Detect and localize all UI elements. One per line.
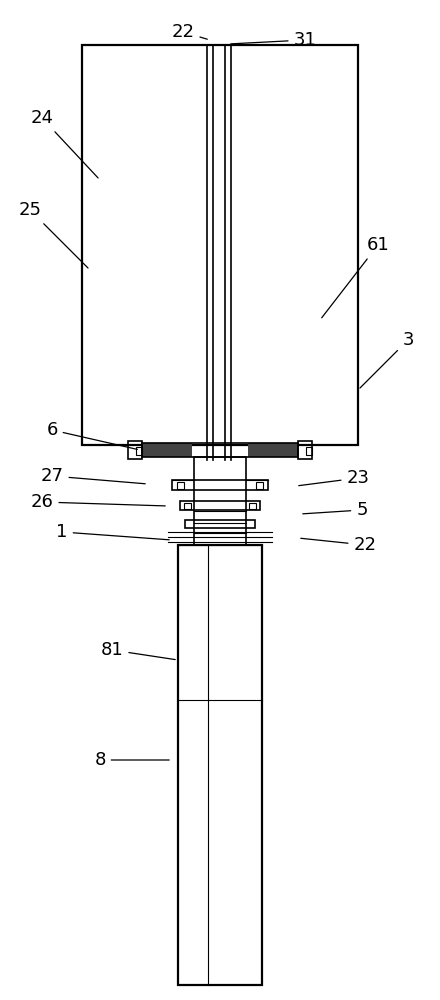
- Text: 27: 27: [40, 467, 145, 485]
- Bar: [82, 45, 358, 445]
- Bar: [142, 443, 192, 457]
- Bar: [185, 520, 255, 528]
- Text: 3: 3: [360, 331, 414, 388]
- Bar: [194, 457, 246, 545]
- Text: 26: 26: [30, 493, 165, 511]
- Bar: [172, 480, 268, 490]
- Bar: [298, 441, 312, 459]
- Text: 81: 81: [101, 641, 175, 660]
- Bar: [248, 443, 298, 457]
- Text: 31: 31: [231, 31, 316, 49]
- Bar: [180, 501, 260, 510]
- Text: 5: 5: [303, 501, 368, 519]
- Bar: [136, 447, 142, 455]
- Text: 8: 8: [94, 751, 169, 769]
- Bar: [177, 482, 184, 489]
- Text: 6: 6: [46, 421, 137, 449]
- Text: 24: 24: [30, 109, 98, 178]
- Text: 22: 22: [301, 536, 377, 554]
- Bar: [178, 545, 262, 985]
- Text: 61: 61: [322, 236, 389, 318]
- Bar: [306, 447, 312, 455]
- Text: 22: 22: [172, 23, 207, 41]
- Bar: [142, 443, 298, 457]
- Bar: [128, 441, 142, 459]
- Text: 25: 25: [18, 201, 88, 268]
- Bar: [256, 482, 263, 489]
- Bar: [249, 503, 256, 509]
- Text: 23: 23: [299, 469, 370, 487]
- Bar: [184, 503, 191, 509]
- Text: 1: 1: [56, 523, 169, 541]
